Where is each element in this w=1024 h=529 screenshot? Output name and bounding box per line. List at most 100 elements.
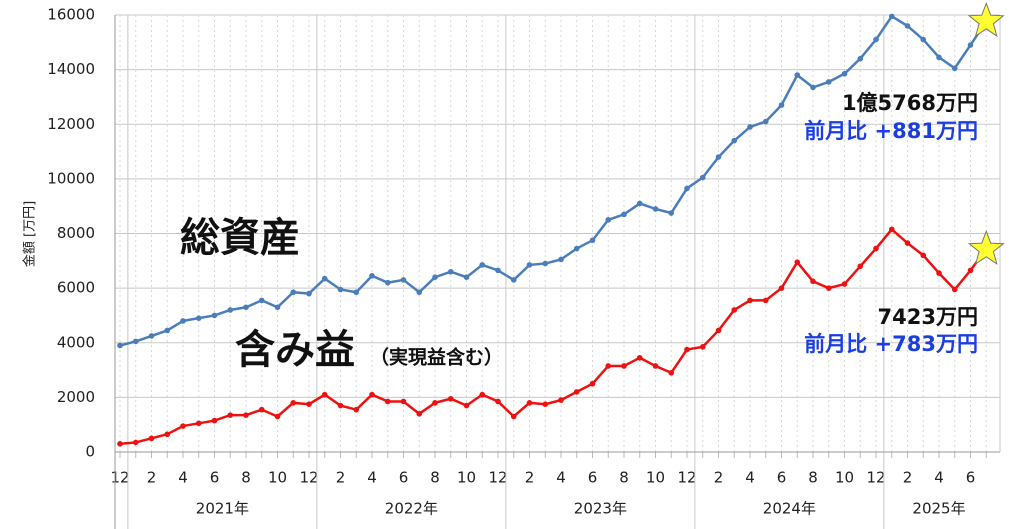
data-point: [353, 406, 360, 413]
data-point: [936, 270, 942, 276]
x-tick-label: 10: [457, 469, 476, 487]
data-point: [479, 391, 486, 398]
data-point: [794, 259, 801, 265]
data-point: [904, 240, 911, 246]
data-point: [699, 174, 706, 181]
data-point: [605, 363, 612, 369]
x-tick-label: 4: [556, 469, 566, 487]
data-point: [526, 400, 533, 406]
star-marker: [967, 229, 1005, 265]
data-point: [951, 65, 958, 72]
data-point: [636, 200, 643, 207]
data-point: [731, 137, 738, 144]
data-point: [747, 297, 753, 304]
data-point: [510, 277, 517, 283]
x-tick-label: 12: [110, 469, 129, 487]
x-tick-label: 6: [588, 469, 598, 487]
data-point: [873, 245, 879, 252]
data-point: [416, 289, 423, 296]
data-point: [731, 307, 738, 313]
data-point: [447, 268, 454, 275]
x-tick-label: 8: [619, 469, 629, 487]
x-tick-label: 2: [336, 469, 346, 487]
data-point: [747, 124, 753, 130]
data-point: [951, 286, 958, 293]
data-point: [180, 423, 186, 429]
data-point: [841, 281, 848, 287]
y-tick-label: 12000: [47, 115, 95, 133]
data-point: [432, 274, 438, 281]
data-point: [605, 217, 612, 223]
data-point: [715, 327, 722, 334]
data-point: [825, 79, 832, 85]
data-point: [810, 278, 816, 285]
data-point: [778, 102, 785, 108]
data-point: [117, 441, 123, 447]
data-point: [227, 307, 234, 313]
x-tick-label: 4: [367, 469, 377, 487]
change-annotation: 前月比 +881万円: [804, 119, 978, 143]
data-point: [337, 286, 344, 293]
data-point: [447, 395, 454, 402]
data-point: [904, 23, 911, 29]
data-point: [132, 338, 139, 345]
data-point: [668, 369, 675, 376]
data-point: [432, 400, 438, 406]
data-point: [148, 435, 155, 442]
data-point: [888, 226, 895, 233]
x-tick-label: 10: [268, 469, 287, 487]
data-point: [542, 401, 549, 408]
data-point: [117, 342, 123, 349]
data-point: [195, 315, 202, 321]
x-tick-label: 12: [299, 469, 318, 487]
data-point: [416, 410, 423, 417]
data-point: [353, 289, 360, 296]
data-point: [936, 54, 942, 61]
data-point: [290, 289, 297, 296]
y-tick-label: 0: [85, 443, 95, 461]
data-point: [495, 398, 501, 405]
series-note: （実現益含む）: [370, 346, 503, 369]
star-marker: [967, 1, 1005, 38]
data-point: [243, 412, 249, 418]
x-tick-label: 12: [488, 469, 507, 487]
series-line: [119, 14, 988, 347]
x-group-label: 2024年: [763, 500, 816, 518]
data-point: [510, 413, 517, 420]
x-tick-label: 8: [808, 469, 818, 487]
x-tick-label: 2: [903, 469, 913, 487]
data-point: [148, 333, 155, 339]
data-point: [873, 36, 879, 43]
data-point: [369, 273, 375, 279]
data-point: [967, 267, 974, 274]
data-point: [180, 318, 186, 324]
y-tick-label: 16000: [47, 6, 95, 24]
data-point: [857, 55, 864, 62]
data-point: [227, 412, 234, 418]
x-tick-label: 6: [777, 469, 787, 487]
data-point: [195, 420, 202, 427]
value-annotation: 7423万円: [878, 305, 978, 329]
y-tick-label: 8000: [57, 224, 95, 242]
data-point: [243, 304, 249, 311]
data-point: [778, 285, 785, 291]
data-point: [258, 406, 265, 413]
data-point: [542, 260, 549, 267]
data-point: [684, 185, 690, 192]
data-point: [274, 304, 281, 311]
x-tick-label: 2: [525, 469, 535, 487]
data-point: [558, 397, 564, 403]
x-tick-label: 4: [178, 469, 188, 487]
data-point: [762, 297, 769, 304]
data-point: [306, 290, 312, 297]
data-point: [652, 363, 659, 369]
data-point: [810, 84, 816, 91]
data-point: [573, 389, 580, 395]
x-tick-label: 4: [934, 469, 944, 487]
data-point: [211, 312, 218, 319]
data-point: [589, 380, 596, 387]
data-point: [684, 346, 690, 353]
data-point: [258, 297, 265, 304]
data-point: [369, 391, 375, 398]
